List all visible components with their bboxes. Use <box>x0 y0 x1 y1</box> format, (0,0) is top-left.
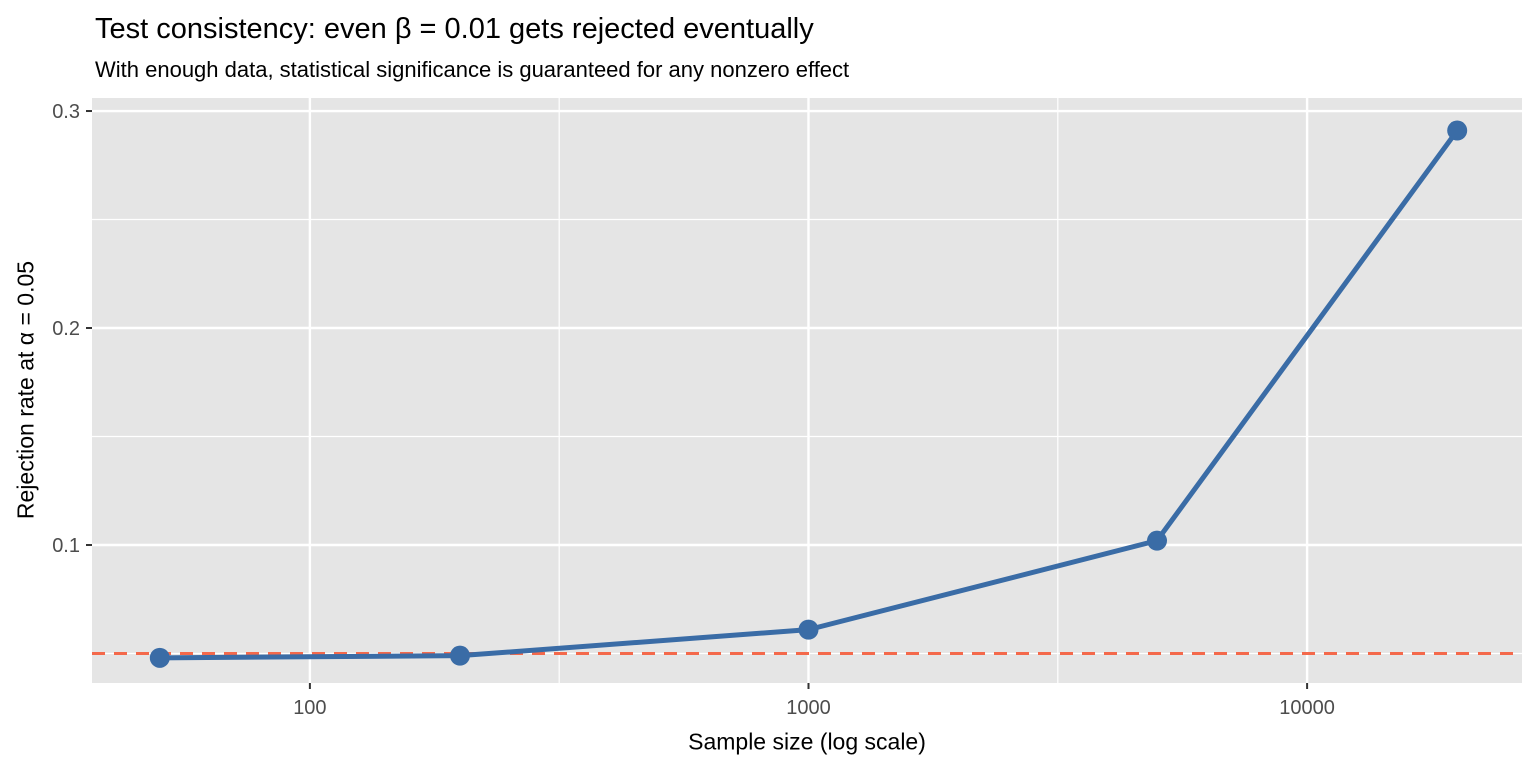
x-tick-label: 100 <box>293 697 326 719</box>
data-point <box>1147 530 1168 551</box>
data-point <box>1447 120 1468 141</box>
chart-title: Test consistency: even β = 0.01 gets rej… <box>95 13 814 45</box>
x-tick-label: 1000 <box>786 697 831 719</box>
x-tick-label: 10000 <box>1279 697 1335 719</box>
data-point <box>798 619 819 640</box>
x-axis-title: Sample size (log scale) <box>688 728 926 755</box>
data-point <box>149 647 170 668</box>
y-tick-label: 0.1 <box>52 535 80 557</box>
data-point <box>449 645 470 666</box>
y-tick-label: 0.3 <box>52 101 80 123</box>
y-tick-label: 0.2 <box>52 318 80 340</box>
panel-background <box>92 98 1522 683</box>
chart-subtitle: With enough data, statistical significan… <box>95 57 850 82</box>
